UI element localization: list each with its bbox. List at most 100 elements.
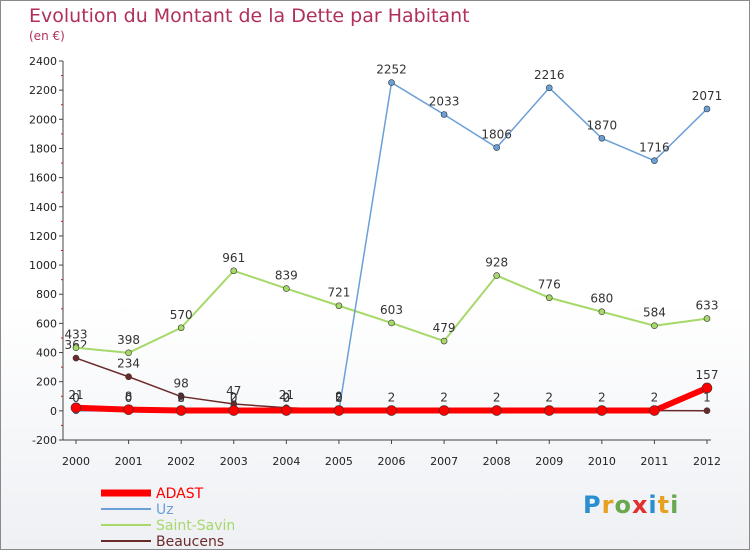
uz-data-label: 0 [125, 391, 133, 405]
adast-data-label: 2 [335, 391, 343, 405]
x-tick-label: 2008 [483, 455, 511, 468]
uz-point [440, 111, 448, 118]
legend-label-adast: ADAST [156, 486, 204, 502]
beaucens-data-label: 1 [703, 391, 711, 405]
adast-point [701, 382, 713, 394]
adast-data-label: 8 [125, 390, 133, 404]
uz-data-label: 0 [335, 391, 343, 405]
adast-point [175, 405, 187, 416]
saint-savin-point [177, 324, 185, 332]
saint-savin-point [703, 315, 711, 322]
adast-point [649, 405, 660, 416]
chart-title: Evolution du Montant de la Dette par Hab… [29, 5, 470, 27]
y-tick-label: 2400 [29, 55, 57, 68]
legend-label-saint-savin: Saint-Savin [156, 518, 235, 534]
adast-data-label: 2 [440, 391, 448, 405]
beaucens-data-label: 47 [226, 384, 241, 398]
saint-savin-data-label: 839 [275, 269, 298, 283]
uz-point [651, 157, 658, 165]
x-tick-label: 2001 [115, 455, 143, 468]
uz-point [703, 105, 711, 113]
y-tick-label: 1400 [29, 201, 57, 214]
beaucens-data-label: 234 [117, 357, 140, 371]
adast-point [333, 405, 345, 416]
x-tick-label: 2009 [535, 455, 563, 468]
saint-savin-data-label: 633 [696, 299, 719, 313]
saint-savin-data-label: 570 [170, 308, 193, 322]
uz-data-label: 1806 [481, 128, 512, 142]
y-tick-label: 2200 [29, 84, 57, 97]
x-tick-label: 2000 [62, 455, 90, 468]
logo-letter: i [670, 491, 680, 519]
y-tick-label: 2000 [29, 113, 57, 126]
x-tick-label: 2012 [693, 455, 721, 468]
y-tick-label: 600 [36, 317, 57, 330]
x-tick-label: 2003 [220, 455, 248, 468]
beaucens-data-label: 21 [279, 388, 294, 402]
adast-point [543, 405, 555, 416]
uz-data-label: 0 [230, 391, 238, 405]
adast-point [386, 405, 397, 416]
y-tick-label: 1000 [29, 259, 57, 272]
saint-savin-point [230, 267, 238, 275]
uz-data-label: 0 [283, 391, 291, 405]
uz-data-label: 2033 [429, 94, 460, 108]
saint-savin-data-label: 603 [380, 303, 403, 317]
saint-savin-point [335, 302, 343, 310]
adast-data-label: 2 [545, 391, 553, 405]
adast-data-label: 2 [230, 391, 238, 405]
adast-data-label: 2 [388, 391, 396, 405]
saint-savin-data-label: 776 [538, 278, 561, 292]
y-tick-label: 1800 [29, 142, 57, 155]
saint-savin-data-label: 721 [327, 286, 350, 300]
adast-data-label: 2 [283, 391, 291, 405]
adast-data-label: 2 [598, 391, 606, 405]
x-tick-label: 2006 [378, 455, 406, 468]
x-tick-label: 2005 [325, 455, 353, 468]
beaucens-data-label: 98 [174, 377, 189, 391]
x-tick-label: 2011 [640, 455, 668, 468]
uz-point [545, 84, 553, 92]
uz-point [598, 134, 606, 142]
uz-data-label: 0 [72, 391, 80, 405]
saint-savin-data-label: 961 [222, 251, 245, 265]
adast-point [491, 405, 502, 416]
beaucens-point [72, 354, 80, 362]
y-tick-label: 1600 [29, 172, 57, 185]
legend-label-beaucens: Beaucens [156, 534, 224, 549]
adast-data-label: 157 [696, 368, 719, 382]
y-tick-label: 1200 [29, 230, 57, 243]
uz-point [388, 79, 395, 86]
beaucens-point [703, 407, 711, 415]
saint-savin-data-label: 680 [590, 292, 613, 306]
logo-letter: x [631, 491, 649, 519]
x-tick-label: 2004 [272, 455, 300, 468]
adast-data-label: 2 [493, 391, 501, 405]
saint-savin-point [125, 349, 132, 357]
saint-savin-point [493, 272, 500, 279]
adast-point [123, 404, 134, 415]
saint-savin-point [545, 294, 553, 302]
saint-savin-point [388, 319, 395, 327]
logo-letter: P [583, 491, 602, 519]
x-tick-label: 2010 [588, 455, 616, 468]
saint-savin-data-label: 584 [643, 306, 666, 320]
saint-savin-data-label: 398 [117, 333, 140, 347]
legend-label-uz: Uz [156, 502, 174, 518]
adast-point [596, 405, 608, 416]
x-tick-label: 2007 [430, 455, 458, 468]
uz-data-label: 2252 [376, 63, 407, 77]
proxiti-logo: Proxiti [583, 491, 679, 519]
adast-point [438, 405, 450, 416]
saint-savin-data-label: 433 [65, 328, 88, 342]
beaucens-data-label: 9 [335, 390, 343, 404]
uz-data-label: 2216 [534, 68, 565, 82]
adast-point [70, 402, 82, 414]
uz-point [493, 144, 500, 151]
saint-savin-data-label: 928 [485, 256, 508, 270]
x-tick-label: 2002 [167, 455, 195, 468]
logo-letter: i [648, 491, 658, 519]
chart-unit: (en €) [29, 29, 65, 43]
